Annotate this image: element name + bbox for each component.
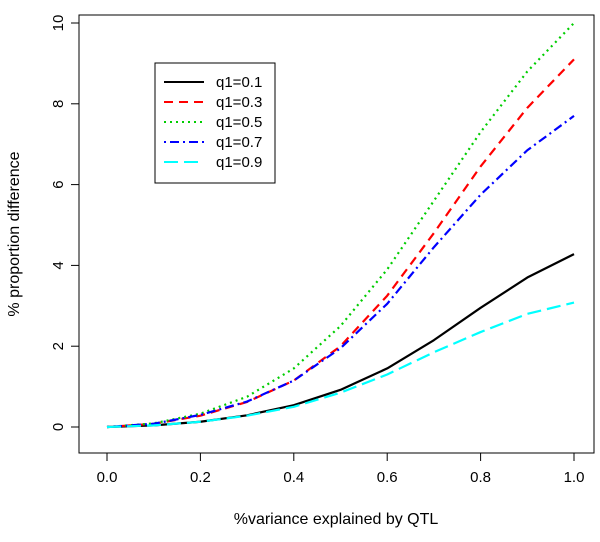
legend-label: q1=0.1 (216, 74, 262, 91)
y-tick-label: 8 (50, 100, 67, 108)
y-tick-label: 2 (50, 342, 67, 350)
series-lines (106, 22, 575, 429)
x-tick-label: 1.0 (564, 469, 585, 486)
x-axis: 0.0 0.2 0.4 0.6 0.8 1.0 (97, 452, 585, 486)
series-line-2 (106, 58, 575, 429)
y-tick-label: 0 (50, 423, 67, 431)
x-tick-label: 0.8 (470, 469, 491, 486)
series-line-1 (106, 253, 575, 429)
x-tick-label: 0.2 (190, 469, 211, 486)
legend-label: q1=0.9 (216, 154, 262, 171)
x-axis-title: %variance explained by QTL (234, 511, 439, 528)
series-line-5 (106, 301, 575, 429)
y-tick-label: 6 (50, 180, 67, 188)
y-tick-label: 10 (50, 15, 67, 32)
x-tick-label: 0.4 (283, 469, 304, 486)
legend: q1=0.1 q1=0.3 q1=0.5 q1=0.7 q1=0.9 (154, 62, 276, 184)
y-tick-label: 4 (50, 261, 67, 269)
legend-label: q1=0.3 (216, 94, 262, 111)
y-axis: 0 2 4 6 8 10 (50, 15, 80, 431)
x-tick-label: 0.0 (97, 469, 118, 486)
legend-label: q1=0.5 (216, 114, 262, 131)
x-tick-label: 0.6 (377, 469, 398, 486)
y-axis-title: % proportion difference (6, 151, 23, 316)
legend-label: q1=0.7 (216, 134, 262, 151)
series-line-3 (106, 22, 575, 429)
